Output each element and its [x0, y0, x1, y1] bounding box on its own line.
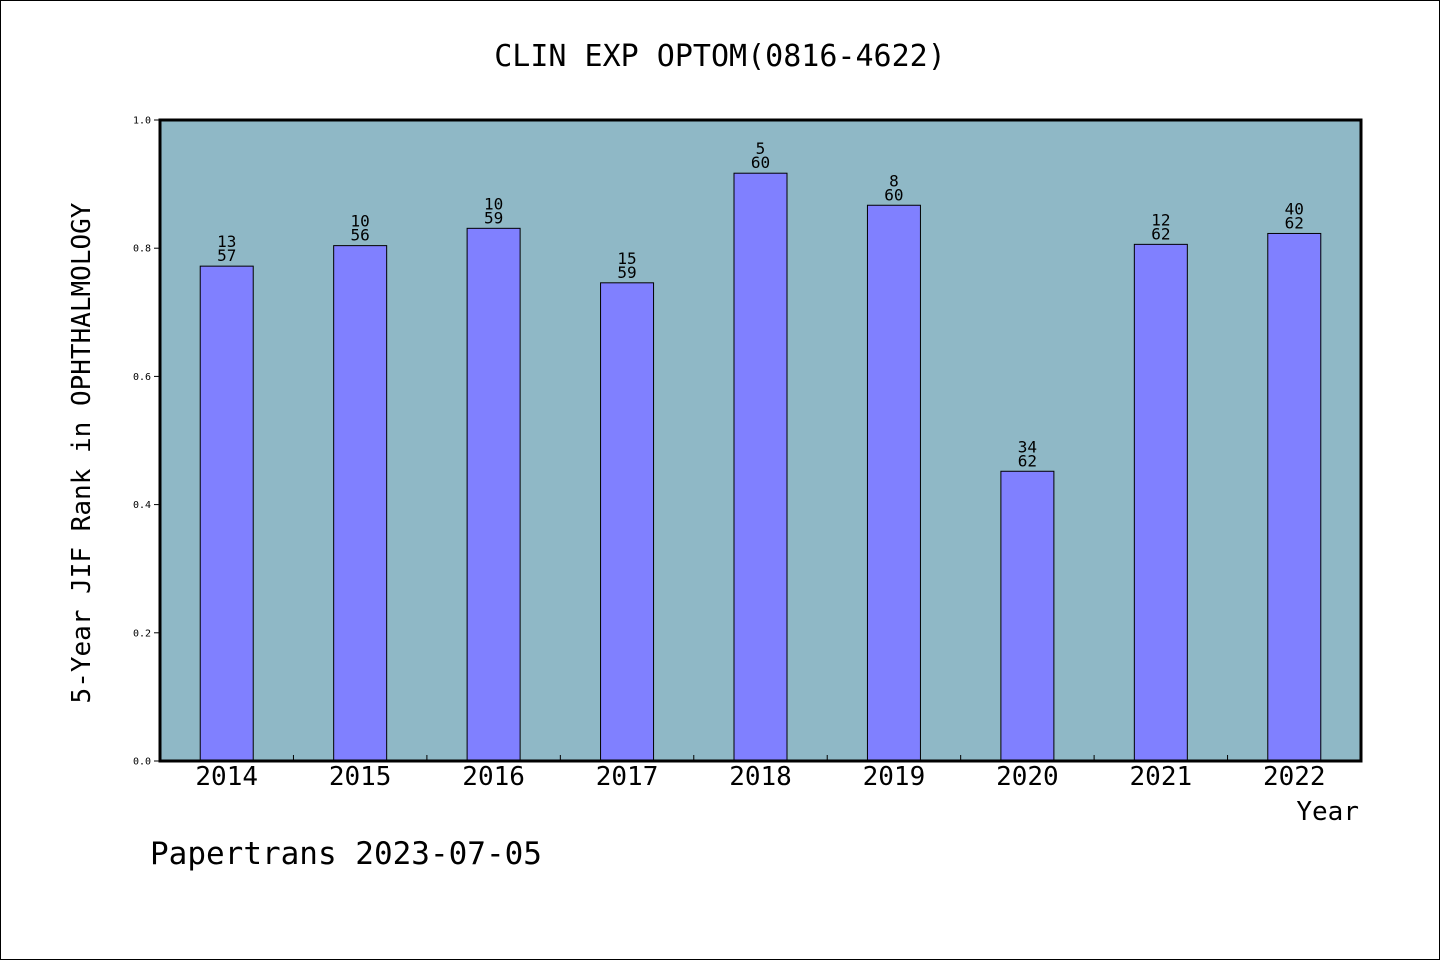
x-tick-label: 2020	[996, 762, 1059, 792]
x-tick-label: 2015	[329, 762, 392, 792]
y-tick-label: 0.6	[133, 372, 151, 383]
bar-2020	[1000, 470, 1055, 762]
bar-total-label: 56	[351, 226, 370, 245]
x-tick-label: 2019	[863, 762, 926, 792]
x-tick-label: 2018	[729, 762, 792, 792]
bar-total-label: 62	[1018, 451, 1037, 470]
x-tick-label: 2021	[1130, 762, 1193, 792]
bar-total-label: 57	[217, 246, 236, 265]
y-tick-label: 0.0	[133, 757, 151, 768]
y-axis-label: 5-Year JIF Rank in OPHTHALMOLOGY	[67, 202, 97, 703]
y-tick-label: 1.0	[133, 116, 151, 127]
bar-2021	[1133, 243, 1188, 762]
footer-credit: Papertrans 2023-07-05	[150, 836, 542, 872]
bar-2022	[1267, 232, 1322, 762]
x-tick-label: 2016	[462, 762, 525, 792]
bar-total-label: 60	[884, 185, 903, 204]
bar-rank-label: 5	[756, 139, 766, 158]
x-tick-label: 2014	[195, 762, 258, 792]
bar-rank-label: 15	[617, 249, 636, 268]
bar-2016	[466, 227, 521, 762]
bar-rank-label: 10	[484, 194, 503, 213]
y-axis-ticks: 0.0 0.2 0.4 0.6 0.8 1.0	[133, 116, 160, 768]
bar-total-label: 59	[617, 263, 636, 282]
bar-total-label: 60	[751, 153, 770, 172]
bar-total-label: 62	[1151, 224, 1170, 243]
bar-rank-label: 40	[1285, 199, 1304, 218]
y-tick-label: 0.2	[133, 628, 151, 639]
bar-rank-label: 12	[1151, 210, 1170, 229]
bar-2014	[199, 265, 254, 762]
y-tick-label: 0.8	[133, 244, 151, 255]
bar-rank-label: 13	[217, 232, 236, 251]
bar-2019	[866, 204, 921, 762]
x-tick-label: 2017	[596, 762, 659, 792]
x-tick-label: 2022	[1263, 762, 1326, 792]
bar-2017	[600, 282, 655, 762]
bar-rank-label: 10	[351, 212, 370, 231]
bars-group	[199, 172, 1322, 762]
x-axis-ticks: 2014 2015 2016 2017 2018 2019 2020 2021 2022	[195, 755, 1326, 792]
y-tick-label: 0.4	[133, 500, 151, 511]
bar-2015	[333, 245, 388, 762]
plot-border	[158, 118, 1363, 763]
bar-rank-label: 8	[889, 171, 899, 190]
chart-title: CLIN EXP OPTOM(0816-4622)	[494, 39, 946, 74]
bar-2018	[733, 172, 788, 762]
bar-total-label: 59	[484, 208, 503, 227]
bar-rank-label: 34	[1018, 437, 1037, 456]
bar-total-label: 62	[1285, 213, 1304, 232]
x-axis-label: Year	[1296, 797, 1359, 827]
